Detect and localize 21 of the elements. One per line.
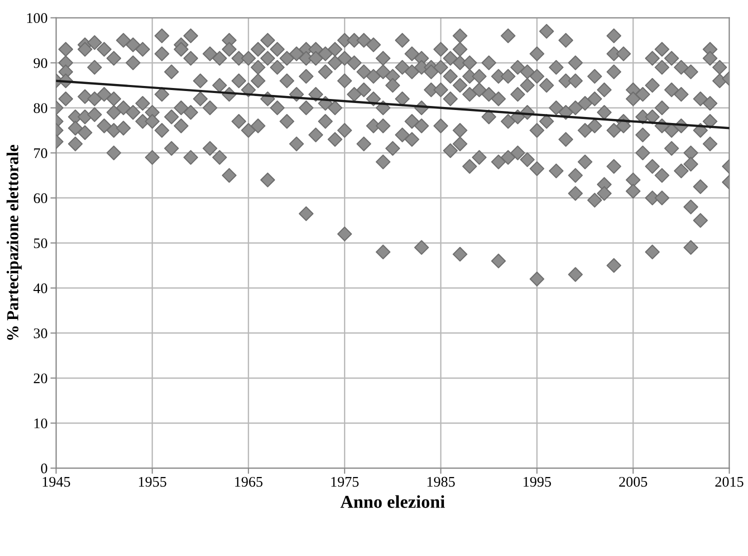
y-tick-label: 50 (34, 238, 48, 248)
x-tick-label: 1985 (427, 476, 455, 487)
x-tick-label: 2005 (619, 476, 648, 487)
y-tick-label: 10 (34, 418, 48, 428)
x-tick-label: 1995 (524, 476, 551, 487)
x-axis-title: Anno elezioni (340, 495, 445, 508)
x-tick-label: 1945 (42, 476, 70, 487)
y-tick-label: 40 (33, 283, 48, 294)
y-tick-label: 100 (27, 13, 48, 23)
y-axis-title: % Partecipazione elettorale (6, 144, 22, 340)
y-tick-label: 80 (34, 103, 48, 114)
x-tick-label: 1975 (331, 476, 359, 487)
y-tick-label: 70 (34, 148, 48, 158)
y-tick-label: 20 (34, 373, 48, 384)
x-tick-label: 1965 (235, 476, 262, 487)
y-tick-label: 60 (34, 193, 48, 204)
y-tick-label: 30 (34, 328, 48, 338)
x-tick-label: 1955 (138, 476, 166, 487)
x-tick-label: 2015 (715, 476, 744, 487)
y-tick-label: 90 (34, 58, 48, 68)
y-tick-label: 0 (41, 464, 48, 474)
